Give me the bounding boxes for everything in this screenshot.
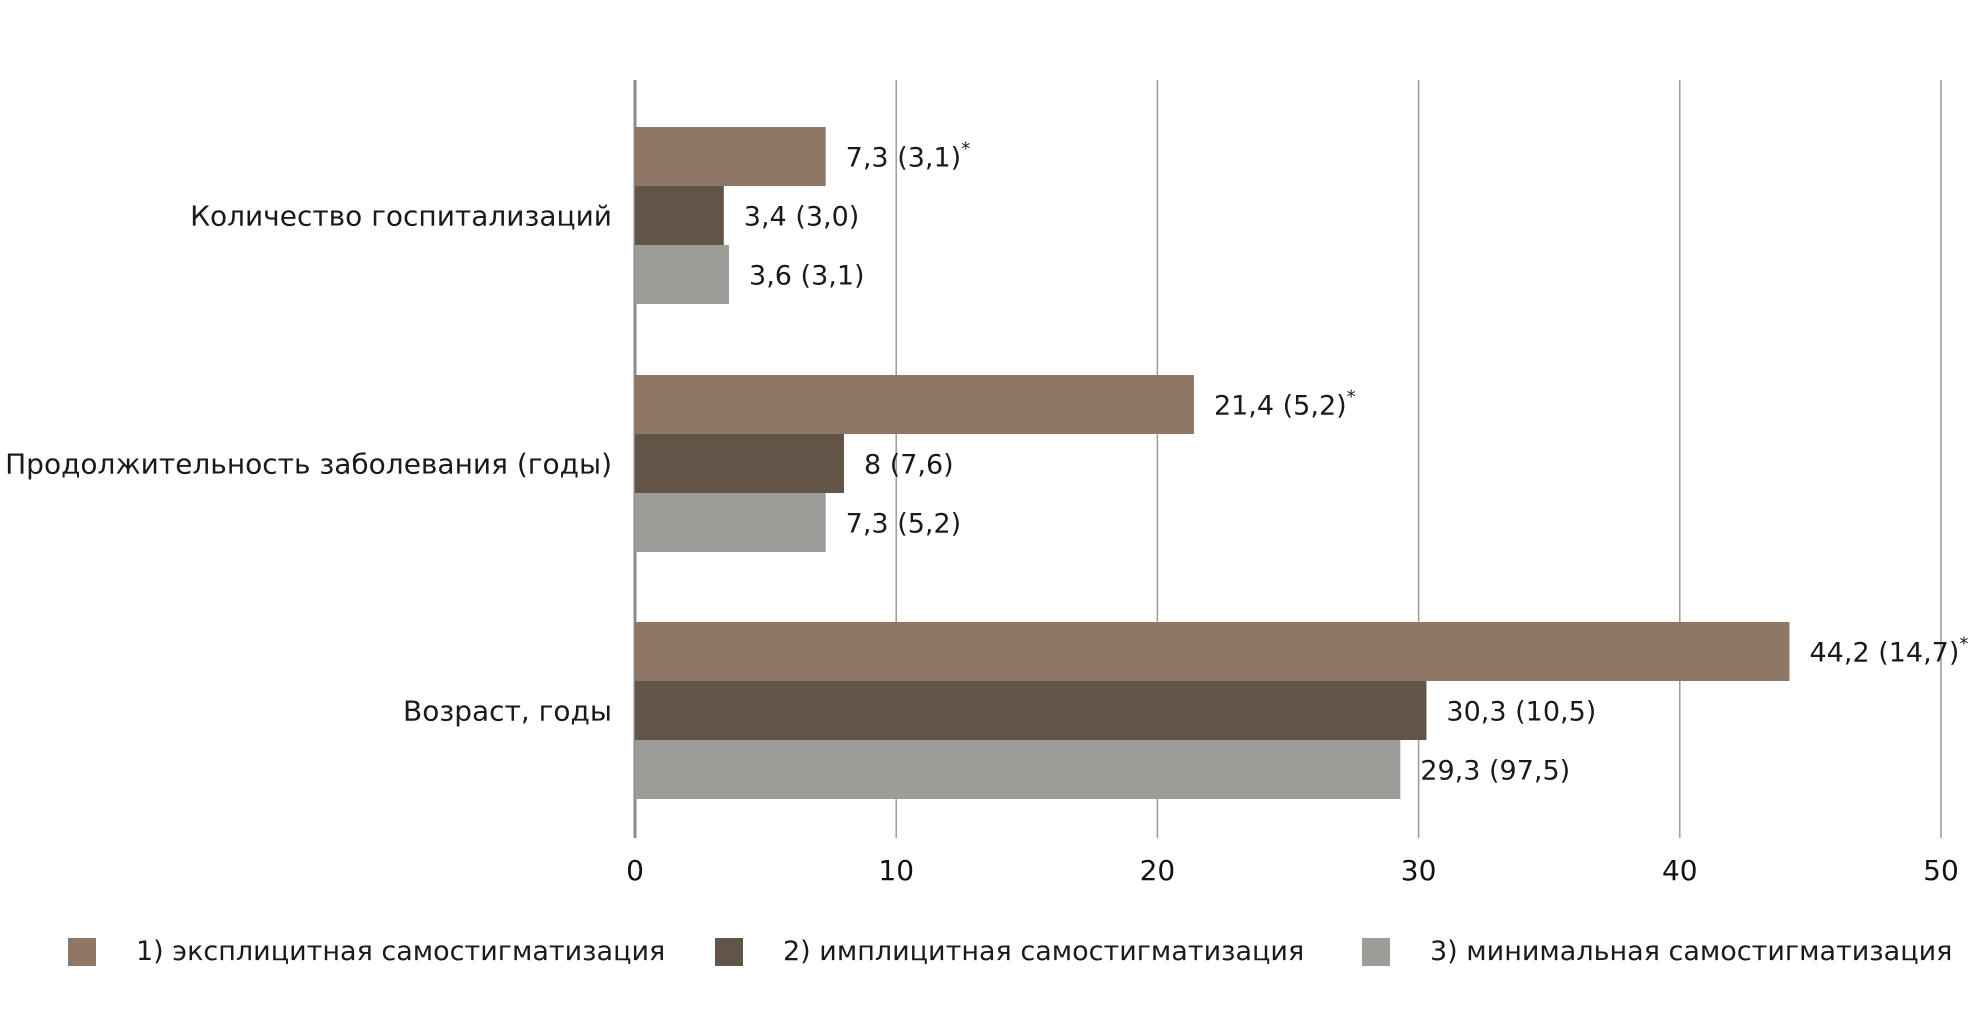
data-labels: 7,3 (3,1)* 21,4 (5,2)* 44,2 (14,7)* 3,4 (3,… [744, 139, 1969, 787]
legend-item-minimal: 3) минимальная самостигматизация [1362, 936, 1952, 967]
bar-s1-c2 [635, 375, 1194, 434]
bar-s3-c3 [635, 740, 1401, 799]
data-label-s3-c3: 29,3 (97,5) [1420, 756, 1570, 787]
legend-label-implicit: 2) имплицитная самостигматизация [783, 936, 1305, 967]
x-tick-label-40: 40 [1662, 854, 1698, 887]
data-label-s2-c3: 30,3 (10,5) [1446, 697, 1596, 728]
bar-s3-c2 [635, 493, 826, 552]
category-label-3: Возраст, годы [403, 695, 612, 728]
legend-swatch-explicit [68, 937, 96, 966]
data-label-s2-c1: 3,4 (3,0) [744, 202, 860, 233]
data-label-s1-c3: 44,2 (14,7)* [1810, 634, 1969, 669]
category-labels: Количество госпитализаций Продолжительнос… [5, 200, 612, 728]
bar-s2-c2 [635, 434, 844, 493]
x-axis-ticks: 0 10 20 30 40 50 [626, 854, 1959, 887]
data-label-s3-c1: 3,6 (3,1) [749, 261, 865, 292]
data-label-s3-c2: 7,3 (5,2) [846, 509, 962, 540]
x-tick-label-0: 0 [626, 854, 644, 887]
data-label-s2-c2: 8 (7,6) [864, 450, 954, 481]
data-label-s1-c1: 7,3 (3,1)* [846, 139, 971, 174]
legend-swatch-implicit [715, 937, 743, 966]
bar-s1-c1 [635, 127, 826, 186]
legend-swatch-minimal [1362, 937, 1390, 966]
category-label-2: Продолжительность заболевания (годы) [5, 448, 612, 481]
legend-item-explicit: 1) эксплицитная самостигматизация [68, 936, 665, 967]
legend-label-explicit: 1) эксплицитная самостигматизация [136, 936, 666, 967]
x-tick-label-50: 50 [1923, 854, 1959, 887]
bar-s2-c3 [635, 681, 1427, 740]
bar-s1-c3 [635, 622, 1790, 681]
category-label-1: Количество госпитализаций [190, 200, 612, 233]
data-label-s1-c2: 21,4 (5,2)* [1214, 387, 1356, 422]
legend-item-implicit: 2) имплицитная самостигматизация [715, 936, 1304, 967]
bars [635, 127, 1790, 799]
bar-s3-c1 [635, 245, 730, 304]
bar-chart: 7,3 (3,1)* 21,4 (5,2)* 44,2 (14,7)* 3,4 (3,… [5, 80, 1969, 887]
x-tick-label-10: 10 [878, 854, 914, 887]
legend-label-minimal: 3) минимальная самостигматизация [1430, 936, 1953, 967]
x-tick-label-30: 30 [1401, 854, 1437, 887]
x-tick-label-20: 20 [1140, 854, 1176, 887]
bar-s2-c1 [635, 186, 724, 245]
legend: 1) эксплицитная самостигматизация 2) имп… [0, 936, 1987, 976]
